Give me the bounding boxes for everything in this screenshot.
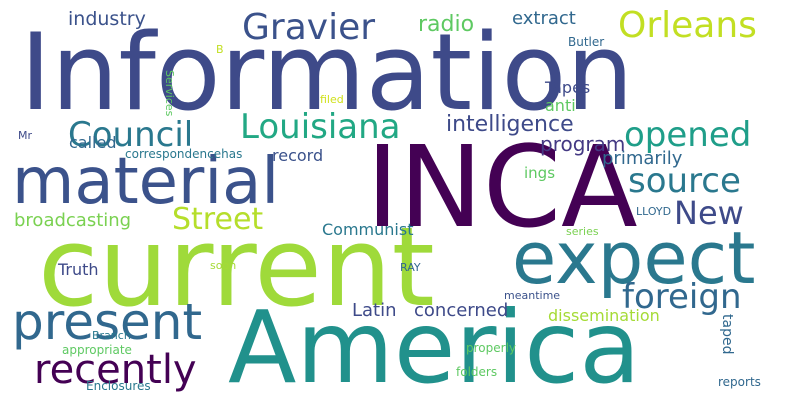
word-current: current xyxy=(38,203,435,331)
word-meantime: meantime xyxy=(504,289,561,302)
word-filed: filed xyxy=(320,93,344,106)
word-b: B xyxy=(216,43,224,56)
word-truth: Truth xyxy=(58,260,99,279)
word-opened: opened xyxy=(624,115,752,155)
word-communist: Communist xyxy=(322,220,414,239)
word-taped: taped xyxy=(719,314,735,355)
word-record: record xyxy=(272,146,324,165)
word-gravier: Gravier xyxy=(242,7,376,48)
word-latin: Latin xyxy=(352,300,397,321)
word-correspondencehas: correspondencehas xyxy=(125,147,243,161)
word-properly: properly xyxy=(466,341,516,355)
word-material: material xyxy=(12,145,280,219)
word-inca: INCA xyxy=(366,123,638,253)
word-extract: extract xyxy=(512,8,576,29)
word-ray: RAY xyxy=(400,261,421,274)
word-foreign: foreign xyxy=(622,277,742,317)
word-services: Services xyxy=(163,70,176,117)
word-lloyd: LLOYD xyxy=(636,205,672,218)
word-present: present xyxy=(12,293,203,351)
word-information: Information xyxy=(20,11,634,134)
word-radio: radio xyxy=(418,12,475,37)
word-street: Street xyxy=(172,202,264,237)
word-enclosures: Enclosures xyxy=(86,379,151,393)
word-council: Council xyxy=(68,115,194,155)
word-tapes: Tapes xyxy=(545,78,591,97)
word-mr: Mr xyxy=(18,129,33,142)
word-series: series xyxy=(566,225,599,238)
word-branch: Branch xyxy=(92,329,131,342)
word-called: called xyxy=(69,133,117,152)
word-orleans: Orleans xyxy=(618,5,757,46)
word-ings: ings xyxy=(524,164,556,182)
word-butler: Butler xyxy=(568,35,605,49)
word-source: source xyxy=(628,161,741,201)
word-concerned: concerned xyxy=(414,300,509,321)
word-primarily: primarily xyxy=(602,148,683,169)
word-industry: industry xyxy=(68,8,146,30)
word-america: America xyxy=(228,289,641,405)
word-louisiana: Louisiana xyxy=(240,107,401,147)
word-program: program xyxy=(540,132,626,156)
word-folders: folders xyxy=(456,365,498,379)
word-recently: recently xyxy=(34,347,197,393)
word-new: New xyxy=(674,194,744,232)
word-soon: soon xyxy=(210,259,237,272)
word-intelligence: intelligence xyxy=(446,112,574,137)
word-reports: reports xyxy=(718,375,761,389)
word-expect: expect xyxy=(512,216,756,300)
word-appropriate: appropriate xyxy=(62,343,132,357)
word-anti: anti xyxy=(545,96,576,115)
word-dissemination: dissemination xyxy=(548,306,660,325)
word-broadcasting: broadcasting xyxy=(14,210,132,231)
